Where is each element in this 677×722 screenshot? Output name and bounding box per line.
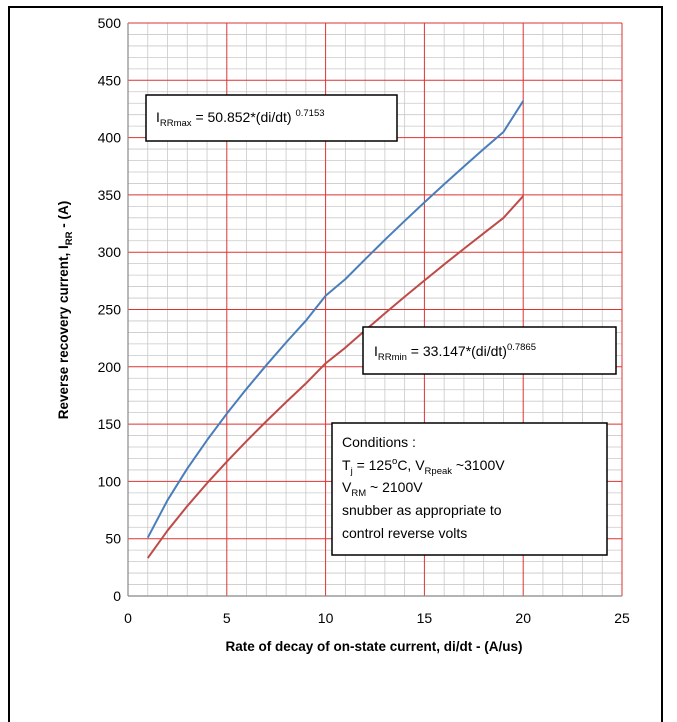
series-line-irrmax (146, 100, 525, 539)
axes (127, 23, 622, 597)
y-tick-label: 350 (98, 187, 122, 203)
y-tick-label: 450 (98, 72, 122, 88)
x-tick-label: 5 (223, 610, 231, 626)
conditions-box: Conditions : Tj = 125oC, VRpeak ~3100V V… (331, 422, 608, 556)
conditions-vrm: VRM ~ 2100V (342, 479, 423, 499)
series-layer (146, 100, 525, 559)
y-axis-title-main: Reverse recovery current, I (56, 245, 71, 419)
x-axis-title: Rate of decay of on-state current, di/dt… (225, 639, 522, 654)
y-tick-label: 150 (98, 416, 122, 432)
y-tick-label: 500 (98, 15, 122, 31)
y-tick-label: 100 (98, 473, 122, 489)
y-tick-label: 0 (113, 588, 121, 604)
x-tick-label: 15 (417, 610, 433, 626)
max-equation-text: IRRmax = 50.852*(di/dt) 0.7153 (156, 108, 325, 129)
conditions-reverse-volts: control reverse volts (342, 525, 467, 541)
y-axis-title: Reverse recovery current, IRR - (A) (56, 201, 75, 420)
conditions-title: Conditions : (342, 434, 416, 450)
x-tick-label: 25 (614, 610, 630, 626)
x-tick-label: 10 (318, 610, 334, 626)
x-tick-label: 0 (124, 610, 132, 626)
x-tick-labels: 0 5 10 15 20 25 (124, 610, 630, 626)
y-tick-label: 250 (98, 302, 122, 318)
y-tick-label: 50 (105, 531, 121, 547)
y-tick-label: 200 (98, 359, 122, 375)
max-equation-box: IRRmax = 50.852*(di/dt) 0.7153 (145, 94, 398, 142)
conditions-snubber: snubber as appropriate to (342, 502, 502, 518)
min-equation-box: IRRmin = 33.147*(di/dt)0.7865 (362, 326, 617, 375)
x-tick-label: 20 (515, 610, 531, 626)
y-axis-title-sub: RR (64, 231, 75, 245)
series-line-irrmin (146, 195, 524, 559)
y-tick-label: 300 (98, 244, 122, 260)
y-tick-label: 400 (98, 130, 122, 146)
y-tick-labels: 0 50 100 150 200 250 300 350 400 450 500 (98, 15, 122, 604)
conditions-temperature-voltage: Tj = 125oC, VRpeak ~3100V (342, 456, 505, 477)
min-equation-text: IRRmin = 33.147*(di/dt)0.7865 (374, 342, 536, 363)
y-axis-title-tail: - (A) (56, 201, 71, 232)
page-frame (8, 6, 663, 722)
